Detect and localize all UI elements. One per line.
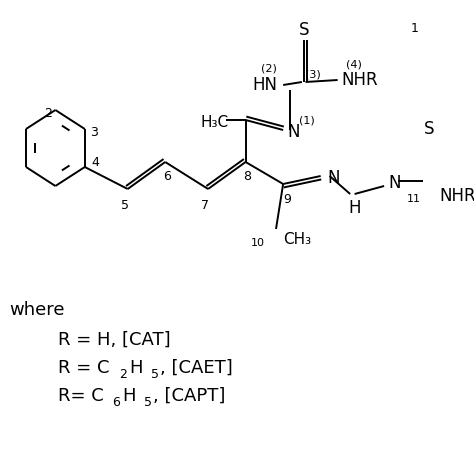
Text: R = C: R = C xyxy=(58,359,109,377)
Text: , [CAET]: , [CAET] xyxy=(160,359,233,377)
Text: 1: 1 xyxy=(410,21,418,35)
Text: 8: 8 xyxy=(244,170,251,182)
Text: (3): (3) xyxy=(305,69,321,79)
Text: 5: 5 xyxy=(144,395,152,409)
Text: H: H xyxy=(122,387,136,405)
Text: 7: 7 xyxy=(201,199,210,211)
Text: H: H xyxy=(129,359,143,377)
Text: H₃C: H₃C xyxy=(201,115,229,129)
Text: , [CAPT]: , [CAPT] xyxy=(153,387,225,405)
Text: 6: 6 xyxy=(112,395,119,409)
Text: (1): (1) xyxy=(299,115,315,125)
Text: 2: 2 xyxy=(44,107,52,119)
Text: (4): (4) xyxy=(346,59,362,69)
Text: 9: 9 xyxy=(283,192,292,206)
Text: 5: 5 xyxy=(121,199,129,211)
Text: R= C: R= C xyxy=(58,387,104,405)
Text: 2: 2 xyxy=(119,367,127,381)
Text: 11: 11 xyxy=(406,194,420,204)
Text: N: N xyxy=(389,174,401,192)
Text: 3: 3 xyxy=(90,126,98,138)
Text: N: N xyxy=(328,169,340,187)
Text: S: S xyxy=(299,21,309,39)
Text: NHR: NHR xyxy=(439,187,474,205)
Text: HN: HN xyxy=(252,76,277,94)
Text: where: where xyxy=(9,301,64,319)
Text: N: N xyxy=(288,123,300,141)
Text: H: H xyxy=(348,199,361,217)
Text: R = H, [CAT]: R = H, [CAT] xyxy=(58,331,171,349)
Text: (2): (2) xyxy=(261,63,277,73)
Text: 4: 4 xyxy=(91,155,100,168)
Text: NHR: NHR xyxy=(341,71,378,89)
Text: 5: 5 xyxy=(151,367,159,381)
Text: CH₃: CH₃ xyxy=(283,231,311,246)
Text: S: S xyxy=(424,120,434,138)
Text: 10: 10 xyxy=(251,238,265,248)
Text: 6: 6 xyxy=(163,170,171,182)
